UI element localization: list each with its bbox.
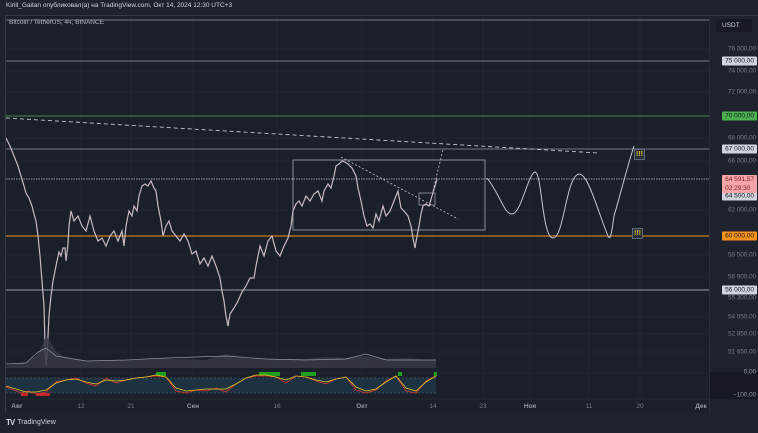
symbol-line: Bitcoin / TetherUS, 4ч, BINANCE <box>9 19 105 26</box>
chart-plot-area[interactable]: Bitcoin / TetherUS, 4ч, BINANCE !!!!!! А… <box>5 16 709 414</box>
price-axis-label: 62 000,00 <box>727 206 756 214</box>
price-axis-label: 51 650,00 <box>727 348 756 356</box>
tradingview-logo-icon: TV <box>6 418 15 427</box>
time-axis-label: Ноя <box>523 403 537 410</box>
time-axis-label: Окт <box>356 403 368 410</box>
alert-marker-icon[interactable]: !!! <box>632 228 643 239</box>
price-level-tag: 64 500,00 <box>722 191 757 201</box>
price-level-tag: 56 000,00 <box>722 285 757 295</box>
oscillator-axis-label: 0,00 <box>743 368 756 376</box>
time-axis-label: 21 <box>127 403 135 410</box>
price-level-tag: 60 000,00 <box>722 231 757 241</box>
bar-countdown: 02:29:30 <box>725 185 751 192</box>
time-axis[interactable]: Авг 12 21 Сен 16 Окт 14 23 Ноя 11 20 Дек <box>6 399 709 414</box>
time-axis-label: Сен <box>186 403 200 410</box>
price-axis-label: 76 000,00 <box>727 45 756 53</box>
price-series <box>5 137 438 367</box>
price-level-tag: 70 000,00 <box>722 111 757 121</box>
price-axis-label: 58 500,00 <box>727 251 756 259</box>
price-axis-label: 55 300,00 <box>727 294 756 302</box>
time-axis-label: 20 <box>636 403 644 410</box>
price-level-tag: 75 000,00 <box>722 56 757 66</box>
currency-button[interactable]: USDT <box>716 19 752 32</box>
oscillator-band <box>6 378 436 393</box>
volume-bars <box>6 336 436 368</box>
price-axis-label: 56 900,00 <box>727 273 756 281</box>
chart-canvas <box>5 16 709 400</box>
price-axis-label: 72 000,00 <box>727 88 756 96</box>
author-line: Kirill_Gaitan опубликовал(а) на TradingV… <box>6 2 233 9</box>
chart-frame: Bitcoin / TetherUS, 4ч, BINANCE !!!!!! А… <box>5 15 758 414</box>
alert-marker-icon[interactable]: !!! <box>634 149 645 160</box>
descending-trendline <box>5 117 599 154</box>
price-axis-label: 66 000,00 <box>727 157 756 165</box>
price-axis-label: 52 850,00 <box>727 330 756 338</box>
time-axis-label: 16 <box>273 403 281 410</box>
brand-label: TradingView <box>17 419 56 426</box>
price-axis-label: 54 050,00 <box>727 313 756 321</box>
last-price-tag: 64 591,57 02:29:30 <box>722 175 757 193</box>
price-level-tag: 67 000,00 <box>722 144 757 154</box>
price-axis-label: 68 000,00 <box>727 134 756 142</box>
time-axis-label: 14 <box>429 403 437 410</box>
projection-wave <box>486 145 635 239</box>
price-axis-label: 74 000,00 <box>727 67 756 75</box>
last-price-value: 64 591,57 <box>725 176 754 183</box>
oscillator-slow-line <box>5 374 437 393</box>
time-axis-label: 12 <box>77 403 85 410</box>
footer-brand: TV TradingView <box>6 418 56 427</box>
range-rectangle <box>292 159 486 231</box>
time-axis-label: 11 <box>585 403 593 410</box>
time-axis-label: Авг <box>11 403 23 410</box>
time-axis-label: 23 <box>479 403 487 410</box>
oscillator-axis-label: −100,00 <box>733 391 756 399</box>
oscillator-axis-bg <box>710 372 758 399</box>
price-axis[interactable]: USDT 76 000,00 74 000,00 72 000,00 68 000,0… <box>709 16 758 414</box>
time-axis-label: Дек <box>695 403 707 410</box>
